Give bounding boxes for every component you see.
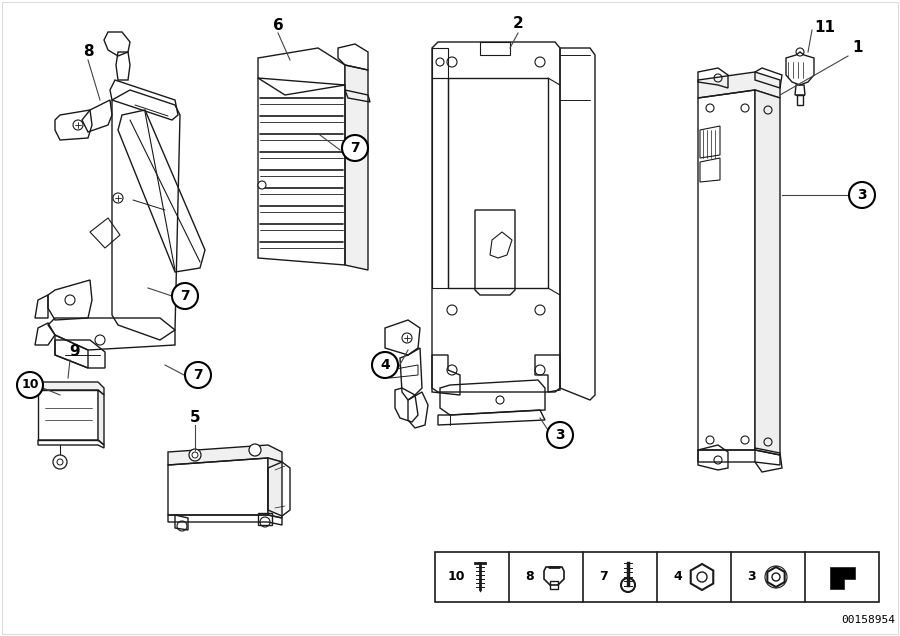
Text: 10: 10	[447, 570, 464, 583]
Bar	[435, 552, 879, 602]
Circle shape	[547, 422, 573, 448]
Polygon shape	[830, 567, 855, 589]
Text: 7: 7	[180, 289, 190, 303]
Circle shape	[258, 181, 266, 189]
Text: 4: 4	[673, 570, 682, 583]
Text: 00158954: 00158954	[841, 615, 895, 625]
Polygon shape	[38, 382, 104, 395]
Text: 2: 2	[513, 17, 524, 32]
Circle shape	[172, 283, 198, 309]
Text: 6: 6	[273, 18, 284, 32]
Text: 7: 7	[194, 368, 202, 382]
Text: 8: 8	[83, 45, 94, 60]
Circle shape	[53, 455, 67, 469]
Text: 1: 1	[853, 41, 863, 55]
Text: 3: 3	[857, 188, 867, 202]
Circle shape	[249, 444, 261, 456]
Circle shape	[849, 182, 875, 208]
Text: 7: 7	[350, 141, 360, 155]
Circle shape	[372, 352, 398, 378]
Text: 9: 9	[69, 345, 80, 359]
Text: 8: 8	[526, 570, 535, 583]
Polygon shape	[345, 65, 368, 270]
Text: 4: 4	[380, 358, 390, 372]
Circle shape	[185, 362, 211, 388]
Text: 7: 7	[599, 570, 608, 583]
Polygon shape	[268, 458, 282, 518]
Polygon shape	[98, 390, 104, 445]
Circle shape	[17, 372, 43, 398]
Polygon shape	[168, 445, 282, 465]
Text: 11: 11	[814, 20, 835, 36]
Text: 5: 5	[190, 410, 201, 425]
Polygon shape	[755, 90, 780, 455]
Text: 3: 3	[748, 570, 756, 583]
Polygon shape	[698, 72, 780, 98]
Text: 3: 3	[555, 428, 565, 442]
Circle shape	[342, 135, 368, 161]
Text: 10: 10	[22, 378, 39, 392]
Circle shape	[189, 449, 201, 461]
